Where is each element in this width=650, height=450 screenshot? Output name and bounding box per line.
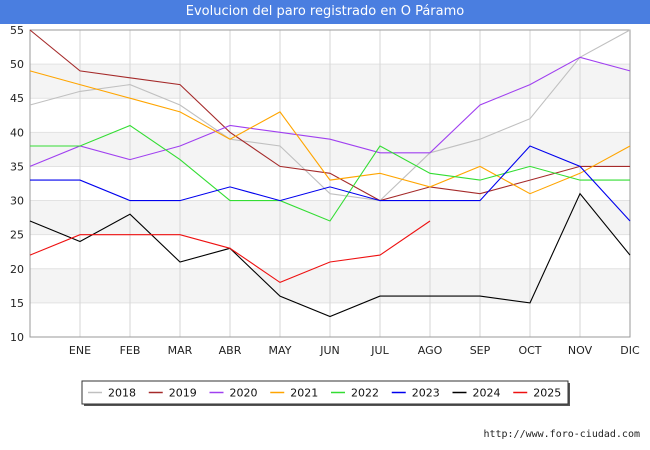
legend-label-2018: 2018 (108, 387, 136, 400)
series-line-2024 (29, 192, 631, 318)
plot-frame (29, 29, 631, 338)
x-tick-label: OCT (518, 344, 541, 357)
series-line-2022 (30, 124, 630, 222)
series-line-2023 (30, 145, 631, 222)
series-lines (29, 29, 631, 318)
x-tick-label: SEP (470, 344, 491, 357)
x-tick-label: FEB (120, 344, 141, 357)
y-tick-label: 50 (10, 58, 24, 71)
x-tick-label: ABR (219, 344, 242, 357)
y-tick-label: 45 (10, 92, 24, 105)
series-line-2021 (29, 70, 631, 195)
y-tick-label: 35 (10, 160, 24, 173)
chart-title: Evolucion del paro registrado en O Páram… (0, 0, 650, 24)
x-tick-label: JUN (319, 344, 340, 357)
series-line-2025 (29, 220, 431, 284)
legend: 2018 2019 2020 2021 2022 2023 2024 2025 (81, 380, 570, 406)
x-tick-label: MAY (269, 344, 292, 357)
x-tick-label: DIC (620, 344, 640, 357)
legend-label-2025: 2025 (533, 387, 561, 400)
x-tick-label: MAR (168, 344, 193, 357)
series-line-2020 (29, 56, 631, 167)
legend-label-2019: 2019 (169, 387, 197, 400)
x-axis-ticks: ENE FEB MAR ABR MAY JUN JUL AGO SEP OCT NOV DIC (69, 344, 640, 357)
legend-label-2021: 2021 (290, 387, 318, 400)
y-tick-label: 25 (10, 229, 24, 242)
y-tick-label: 20 (10, 263, 24, 276)
y-tick-label: 10 (10, 331, 24, 344)
legend-label-2020: 2020 (230, 387, 258, 400)
y-tick-label: 15 (10, 297, 24, 310)
series-line-2018 (29, 29, 631, 202)
y-tick-label: 40 (10, 126, 24, 139)
source-url[interactable]: http://www.foro-ciudad.com (483, 429, 640, 440)
x-tick-label: AGO (418, 344, 443, 357)
series-line-2019 (29, 29, 630, 202)
y-tick-label: 55 (10, 24, 24, 37)
x-tick-label: NOV (568, 344, 593, 357)
x-tick-label: JUL (370, 344, 389, 357)
legend-label-2024: 2024 (473, 387, 501, 400)
legend-label-2023: 2023 (412, 387, 440, 400)
x-tick-label: ENE (69, 344, 91, 357)
y-axis-ticks: 10 15 20 25 30 35 40 45 50 55 (10, 24, 24, 344)
y-tick-label: 30 (10, 195, 24, 208)
legend-box (81, 380, 569, 405)
legend-label-2022: 2022 (351, 387, 379, 400)
